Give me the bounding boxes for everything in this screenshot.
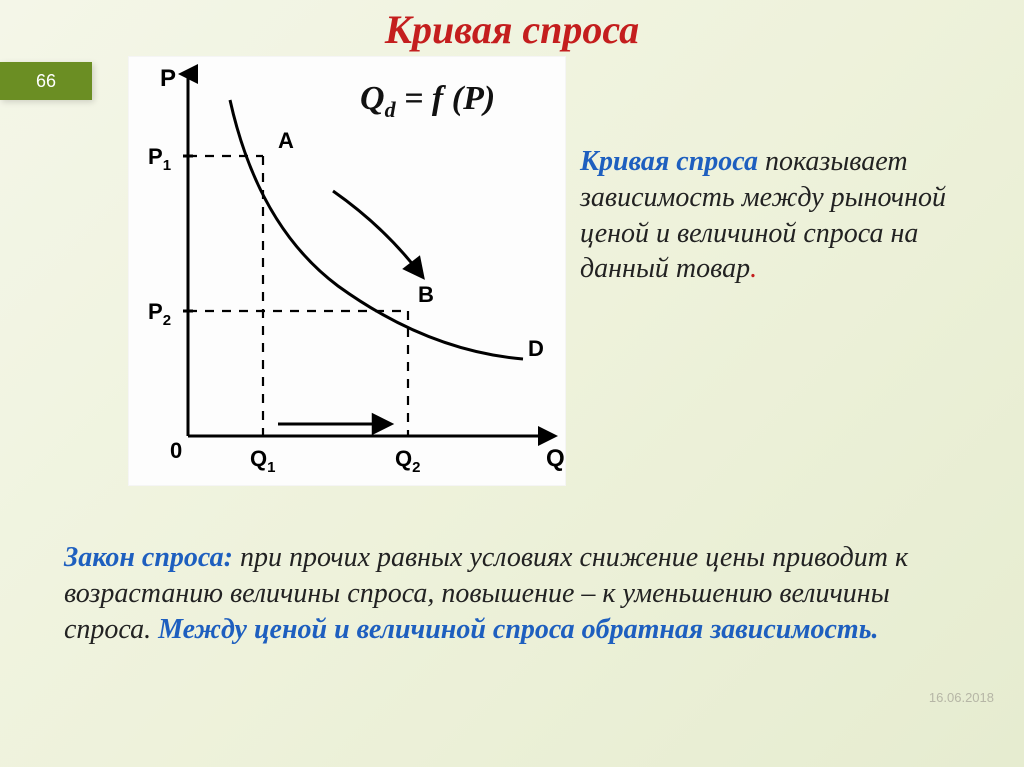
- slide-number: 66: [36, 71, 56, 92]
- curve-d-label: D: [528, 336, 544, 361]
- chart-svg: P Q 0 P1 P2 Q1 Q2 A B D: [128, 56, 566, 486]
- y-axis-label: P: [160, 65, 176, 92]
- slide-date: 16.06.2018: [929, 690, 994, 705]
- demand-formula: Qd = f (P): [360, 80, 495, 123]
- point-b-label: B: [418, 282, 434, 307]
- demand-curve: [230, 100, 523, 359]
- point-a-label: A: [278, 128, 294, 153]
- formula-lhs: Q: [360, 80, 385, 117]
- law-title: Закон спроса:: [64, 542, 233, 573]
- curve-move-arrow: [333, 191, 418, 271]
- desc-dot: .: [750, 253, 757, 284]
- p2-label: P2: [148, 299, 171, 329]
- demand-curve-chart: P Q 0 P1 P2 Q1 Q2 A B D: [128, 56, 566, 486]
- formula-lhs-sub: d: [385, 97, 396, 122]
- law-of-demand: Закон спроса: при прочих равных условиях…: [64, 540, 964, 647]
- x-axis-label: Q: [546, 445, 565, 472]
- origin-label: 0: [170, 438, 182, 463]
- q2-label: Q2: [395, 446, 420, 476]
- p1-label: P1: [148, 144, 171, 174]
- desc-title: Кривая спроса: [580, 146, 758, 177]
- slide-title: Кривая спроса: [0, 6, 1024, 53]
- law-conclusion: Между ценой и величиной спроса обратная …: [158, 614, 878, 645]
- formula-rhs: = f (P): [396, 80, 496, 117]
- curve-description: Кривая спроса показывает зависимость меж…: [580, 144, 1004, 287]
- slide-number-badge: 66: [0, 62, 92, 100]
- q1-label: Q1: [250, 446, 275, 476]
